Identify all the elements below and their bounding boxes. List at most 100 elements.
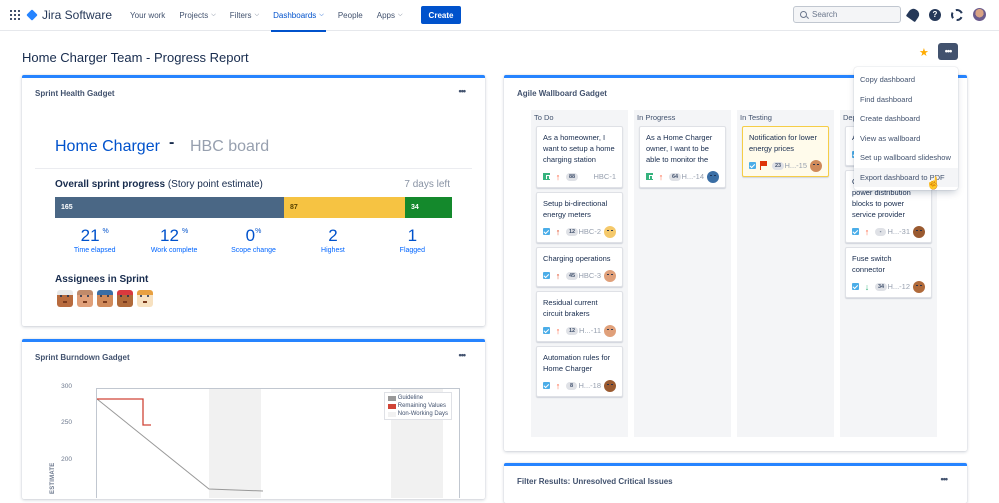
priority-low-icon: ↓ xyxy=(864,281,870,292)
app-switcher-icon[interactable] xyxy=(10,10,20,20)
issue-summary: Charging operations xyxy=(543,254,611,263)
assignee-avatar[interactable] xyxy=(117,290,133,307)
menu-item-export-dashboard-to-pdf[interactable]: Export dashboard to PDF xyxy=(854,167,958,187)
search-input[interactable]: Search xyxy=(793,6,901,23)
y-tick-200: 200 xyxy=(61,456,72,463)
menu-item-set-up-wallboard-slideshow[interactable]: Set up wallboard slideshow xyxy=(860,153,951,163)
issue-key[interactable]: HBC-3 xyxy=(578,271,601,280)
issue-key[interactable]: HBC-2 xyxy=(578,227,601,236)
help-icon[interactable]: ? xyxy=(929,8,941,21)
stat-scope-change[interactable]: 0% Scope change xyxy=(214,226,293,254)
filter-results-gadget: Filter Results: Unresolved Critical Issu… xyxy=(504,463,967,503)
menu-item-view-as-wallboard[interactable]: View as wallboard xyxy=(860,133,921,143)
stat-unit: % xyxy=(102,228,109,235)
issue-key[interactable]: HBC-1 xyxy=(593,172,616,181)
task-icon xyxy=(543,272,550,279)
issue-key[interactable]: H...-14 xyxy=(681,172,704,181)
stat-highest[interactable]: 2 Highest xyxy=(293,226,372,254)
project-name-link[interactable]: Home Charger xyxy=(55,138,160,155)
nav-people[interactable]: People xyxy=(338,0,363,31)
nav-dashboards[interactable]: Dashboards ⌵ xyxy=(271,0,326,32)
gadget-title: Sprint Health Gadget xyxy=(35,89,115,98)
progress-segment-inprogress[interactable]: 87 xyxy=(284,197,405,218)
menu-item-copy-dashboard[interactable]: Copy dashboard xyxy=(860,75,916,85)
column-header: To Do xyxy=(534,113,554,122)
issue-key[interactable]: H...-18 xyxy=(578,381,601,390)
nav-filters[interactable]: Filters ⌵ xyxy=(230,0,259,31)
issue-card[interactable]: Notification for lower energy prices 23 H.… xyxy=(742,126,829,177)
menu-item-create-dashboard[interactable]: Create dashboard xyxy=(860,114,921,124)
nav-label: Your work xyxy=(130,10,166,20)
stat-work-complete[interactable]: 12% Work complete xyxy=(134,226,213,254)
story-icon xyxy=(646,173,653,180)
top-navigation: Jira Software Your work Projects ⌵ Filter… xyxy=(0,0,999,32)
nav-projects[interactable]: Projects ⌵ xyxy=(179,0,215,31)
priority-high-icon: ↑ xyxy=(555,380,561,391)
nav-label: Filters xyxy=(229,10,252,20)
issue-card[interactable]: Fuse switch connector ↓ 34 H...-12 xyxy=(845,247,932,298)
separator: - xyxy=(169,134,175,151)
priority-high-icon: ↑ xyxy=(658,171,664,182)
stat-flagged[interactable]: 1 Flagged xyxy=(373,226,452,254)
issue-meta: ↓ 34 H...-12 xyxy=(852,280,925,293)
issue-card[interactable]: Residual current circuit brakers ↑ 12 H...-… xyxy=(536,291,623,342)
task-icon xyxy=(852,228,859,235)
gadget-title: Sprint Burndown Gadget xyxy=(35,353,130,362)
column-header: In Testing xyxy=(740,113,772,122)
y-tick-300: 300 xyxy=(61,383,72,390)
overall-progress-label: Overall sprint progress (Story point est… xyxy=(55,179,263,190)
nav-label: Dashboards xyxy=(273,10,317,20)
nav-your-work[interactable]: Your work xyxy=(130,0,165,31)
assignee-avatar[interactable] xyxy=(137,290,153,307)
issue-summary: Automation rules for Home Charger xyxy=(543,353,611,373)
settings-gear-icon[interactable] xyxy=(951,8,963,21)
issue-meta: ↑ 64 H...-14 xyxy=(646,170,719,183)
stat-value: 0 xyxy=(245,226,256,245)
nav-label: People xyxy=(337,10,363,20)
wallboard-column: In Progress As a Home Charger owner, I wa… xyxy=(634,110,731,437)
search-icon xyxy=(800,11,807,18)
progress-segment-todo[interactable]: 165 xyxy=(55,197,284,218)
stat-unit: % xyxy=(181,228,189,235)
gadget-more-button[interactable]: ••• xyxy=(458,350,467,360)
issue-key[interactable]: H...-11 xyxy=(579,326,601,335)
issue-key[interactable]: H...-15 xyxy=(784,161,807,170)
stat-value: 12 xyxy=(160,226,179,245)
stat-value: 1 xyxy=(407,226,418,245)
assignees-title: Assignees in Sprint xyxy=(55,274,149,285)
stat-time-elapsed[interactable]: 21% Time elapsed xyxy=(55,226,134,254)
assignee-avatar[interactable] xyxy=(57,290,73,307)
gadget-more-button[interactable]: ••• xyxy=(458,86,467,96)
assignee-avatar xyxy=(604,379,616,392)
legend-label: Non-Working Days xyxy=(397,411,448,417)
hand-cursor-icon: ☝ xyxy=(926,176,941,190)
estimate-badge: 34 xyxy=(875,282,888,291)
stat-label: Highest xyxy=(321,247,345,254)
assignee-avatar[interactable] xyxy=(97,290,113,307)
assignee-avatar[interactable] xyxy=(77,290,93,307)
issue-card[interactable]: As a Home Charger owner, I want to be ab… xyxy=(639,126,726,188)
user-avatar[interactable] xyxy=(973,8,986,21)
jira-logo[interactable]: Jira Software xyxy=(26,8,112,22)
gadget-more-button[interactable]: ••• xyxy=(940,474,949,484)
notifications-icon[interactable] xyxy=(905,6,922,23)
task-icon xyxy=(852,283,859,290)
create-button[interactable]: Create xyxy=(420,6,462,24)
issue-key[interactable]: H...-31 xyxy=(887,227,910,236)
dashboard-more-button[interactable]: ••• xyxy=(938,43,958,60)
sprint-stats: 21% Time elapsed 12% Work complete 0% Sc… xyxy=(55,226,452,254)
issue-card[interactable]: Charging operations ↑ 45 HBC-3 xyxy=(536,247,623,287)
menu-item-find-dashboard[interactable]: Find dashboard xyxy=(860,94,913,104)
issue-card[interactable]: As a homeowner, I want to setup a home c… xyxy=(536,126,623,188)
estimate-badge: 88 xyxy=(566,172,579,181)
wallboard-columns: To Do As a homeowner, I want to setup a h… xyxy=(531,110,937,437)
progress-segment-done[interactable]: 34 xyxy=(405,197,452,218)
chevron-down-icon: ⌵ xyxy=(319,11,324,18)
star-icon[interactable]: ★ xyxy=(919,47,929,59)
issue-card[interactable]: Setup bi-directional energy meters ↑ 12 HBC… xyxy=(536,192,623,243)
estimate-badge: - xyxy=(875,227,886,236)
nav-apps[interactable]: Apps ⌵ xyxy=(377,0,403,31)
assignee-avatar xyxy=(913,225,925,238)
issue-card[interactable]: Automation rules for Home Charger ↑ 8 H...-… xyxy=(536,346,623,397)
issue-key[interactable]: H...-12 xyxy=(887,282,910,291)
